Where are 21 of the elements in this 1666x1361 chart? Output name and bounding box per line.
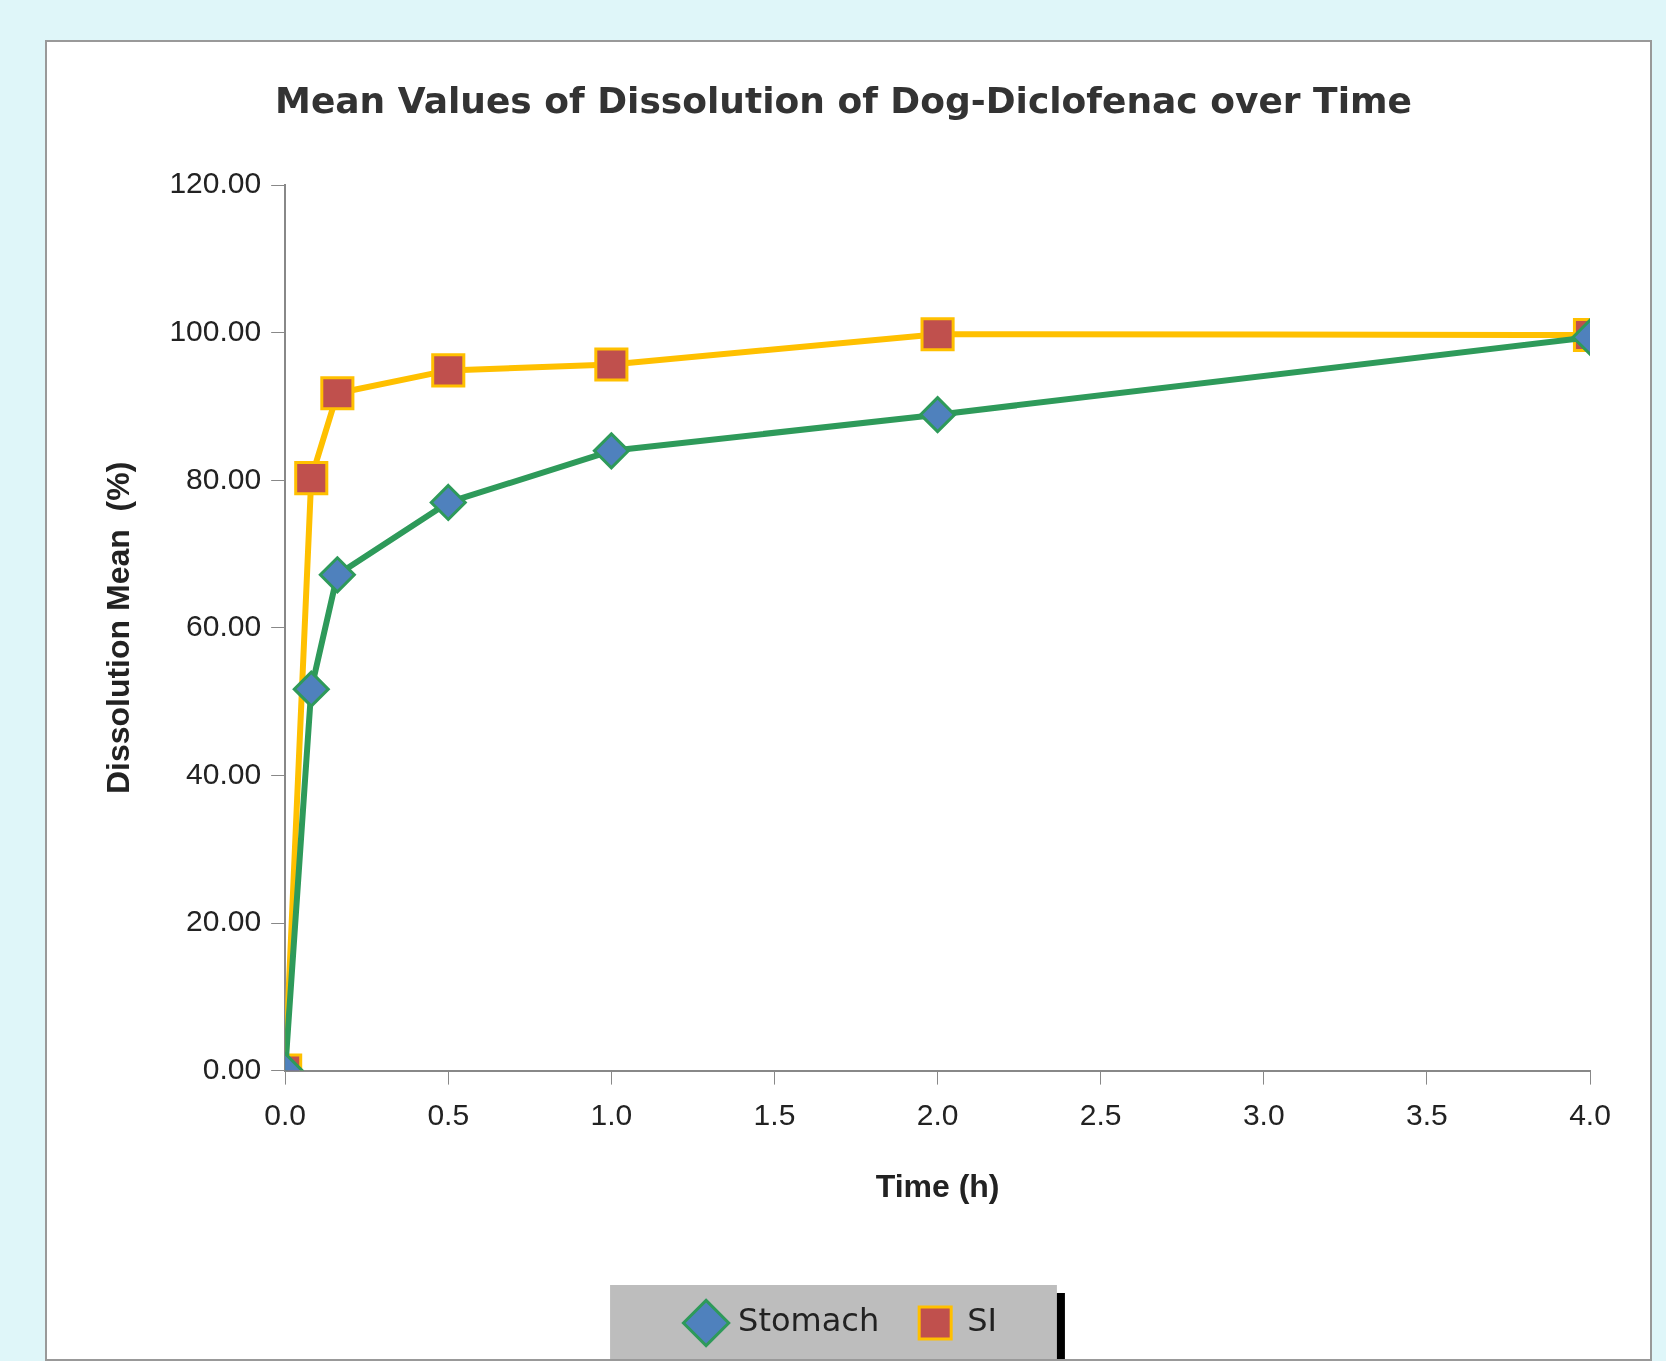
y-tick-label: 80.00 xyxy=(186,461,262,495)
y-tick-label: 20.00 xyxy=(186,904,262,938)
y-tick-label: 100.00 xyxy=(169,314,262,348)
chart-title: Mean Values of Dissolution of Dog-Diclofenac over Time xyxy=(275,79,1412,121)
x-tick-label: 1.5 xyxy=(753,1097,796,1131)
x-tick-label: 0.0 xyxy=(264,1097,307,1131)
y-tick-label: 0.00 xyxy=(202,1051,262,1085)
x-tick-label: 2.5 xyxy=(1079,1097,1122,1131)
legend-label: SI xyxy=(967,1301,997,1340)
x-axis-title: Time (h) xyxy=(875,1167,1000,1204)
x-tick-label: 2.0 xyxy=(916,1097,959,1131)
legend-label: Stomach xyxy=(738,1301,880,1340)
x-tick-label: 3.5 xyxy=(1406,1097,1448,1131)
x-tick-label: 1.0 xyxy=(590,1097,633,1131)
y-tick-label: 60.00 xyxy=(186,609,262,643)
x-tick-label: 4.0 xyxy=(1569,1097,1611,1131)
y-axis-title: Dissolution Mean (%) xyxy=(100,461,137,795)
x-tick-label: 0.5 xyxy=(427,1097,470,1131)
y-tick-label: 120.00 xyxy=(169,166,262,200)
x-tick-label: 3.0 xyxy=(1242,1097,1285,1131)
y-tick-label: 40.00 xyxy=(186,756,262,790)
